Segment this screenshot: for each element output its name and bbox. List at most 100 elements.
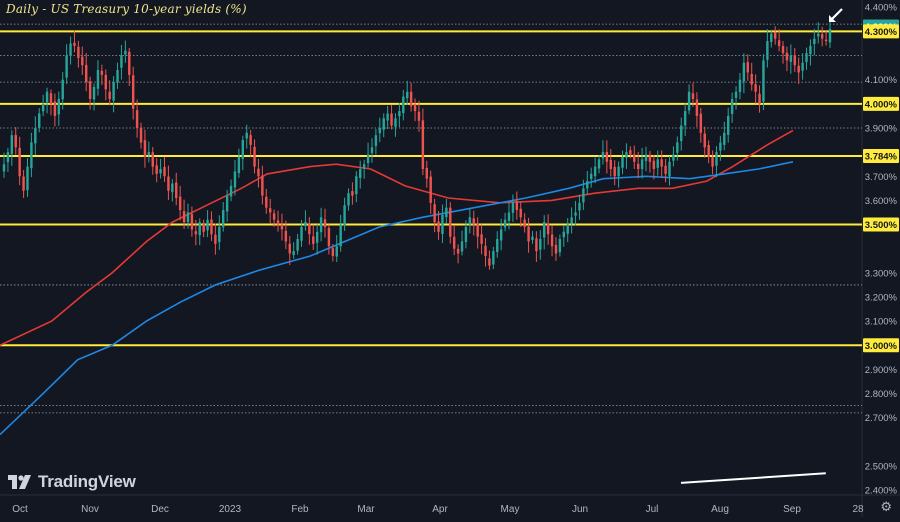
candle-body <box>284 230 288 242</box>
candle-body <box>539 239 542 250</box>
candle-body <box>276 220 280 225</box>
candle-body <box>88 81 92 99</box>
candle-body <box>550 234 554 247</box>
x-tick-label: Feb <box>291 504 309 515</box>
candle-body <box>347 193 350 206</box>
candle-body <box>413 104 417 112</box>
x-tick-label: Jul <box>646 504 659 515</box>
candle-body <box>452 236 456 249</box>
candle-body <box>417 111 421 121</box>
tradingview-logo[interactable]: TradingView <box>8 472 136 492</box>
candle-body <box>523 219 526 227</box>
candle-body <box>112 82 115 101</box>
candle-body <box>531 236 534 240</box>
x-tick-label: Nov <box>81 504 99 515</box>
candle-body <box>558 239 562 253</box>
candle-body <box>280 224 284 230</box>
x-tick-label: Mar <box>357 504 375 515</box>
x-tick-label: Dec <box>151 504 169 515</box>
candle-body <box>601 152 605 159</box>
trend-line <box>680 472 826 484</box>
candle-body <box>261 175 264 196</box>
candle-body <box>84 64 88 83</box>
y-tick-label: 3.600% <box>865 196 898 207</box>
candle-body <box>53 101 57 116</box>
candle-body <box>441 214 444 234</box>
candle-body <box>409 91 413 107</box>
candle-body <box>480 234 483 244</box>
candle-body <box>175 182 178 198</box>
candle-body <box>359 169 362 178</box>
candle-body <box>715 152 718 166</box>
candle-body <box>738 79 742 92</box>
candle-body <box>562 231 566 238</box>
candle-body <box>186 212 190 223</box>
candle-body <box>2 164 6 172</box>
candle-body <box>828 28 832 43</box>
candle-body <box>781 46 785 54</box>
candle-body <box>464 226 468 242</box>
candle-body <box>45 91 49 103</box>
candle-body <box>323 219 327 227</box>
x-tick-label: Jun <box>572 504 588 515</box>
candle-body <box>711 157 714 167</box>
candle-body <box>81 56 84 66</box>
candle-body <box>546 223 550 235</box>
candle-body <box>817 33 820 37</box>
candle-body <box>182 211 186 223</box>
candle-body <box>695 99 699 116</box>
candle-body <box>797 65 800 73</box>
x-tick-label: Aug <box>711 504 729 515</box>
level-price-badge <box>863 148 899 163</box>
candle-body <box>390 113 393 126</box>
candle-body <box>108 91 111 99</box>
candle-body <box>26 166 29 191</box>
candle-body <box>582 188 585 203</box>
candle-body <box>319 217 323 233</box>
candle-body <box>801 62 804 71</box>
candle-body <box>554 244 558 254</box>
level-price-label: 3.500% <box>865 220 898 231</box>
candle-body <box>680 125 683 142</box>
candle-body <box>104 74 107 90</box>
candle-body <box>566 224 569 234</box>
candle-body <box>668 161 671 177</box>
candle-body <box>265 196 268 208</box>
settings-gear-icon[interactable]: ⚙ <box>880 499 892 514</box>
candle-body <box>14 134 17 148</box>
candle-body <box>425 167 429 179</box>
moving-average-long-line <box>0 161 794 436</box>
candle-body <box>159 169 162 174</box>
candle-body <box>636 163 640 170</box>
y-tick-label: 4.100% <box>865 75 898 86</box>
level-price-label: 4.300% <box>865 27 898 38</box>
candle-body <box>171 183 174 193</box>
candle-body <box>366 154 370 164</box>
candle-body <box>820 34 824 39</box>
candle-body <box>386 113 389 121</box>
candle-body <box>355 176 358 195</box>
level-price-label: 4.000% <box>865 99 898 110</box>
candle-body <box>488 258 491 266</box>
candle-body <box>222 210 225 228</box>
candle-body <box>633 154 636 162</box>
candle-body <box>535 238 538 252</box>
candle-body <box>496 239 499 253</box>
y-tick-label: 3.700% <box>865 172 898 183</box>
candle-body <box>18 147 21 177</box>
candle-body <box>507 212 511 221</box>
candle-body <box>543 222 546 238</box>
candle-body <box>429 176 432 203</box>
candle-body <box>308 223 311 235</box>
candle-body <box>202 224 205 232</box>
candle-body <box>644 154 648 161</box>
candle-body <box>805 53 808 63</box>
candle-body <box>296 239 299 251</box>
candle-body <box>468 217 472 225</box>
tradingview-logo-icon <box>8 475 31 489</box>
y-tick-label: 3.300% <box>865 268 898 279</box>
candle-body <box>315 231 319 243</box>
candles-layer <box>2 21 832 270</box>
candle-body <box>719 142 722 151</box>
